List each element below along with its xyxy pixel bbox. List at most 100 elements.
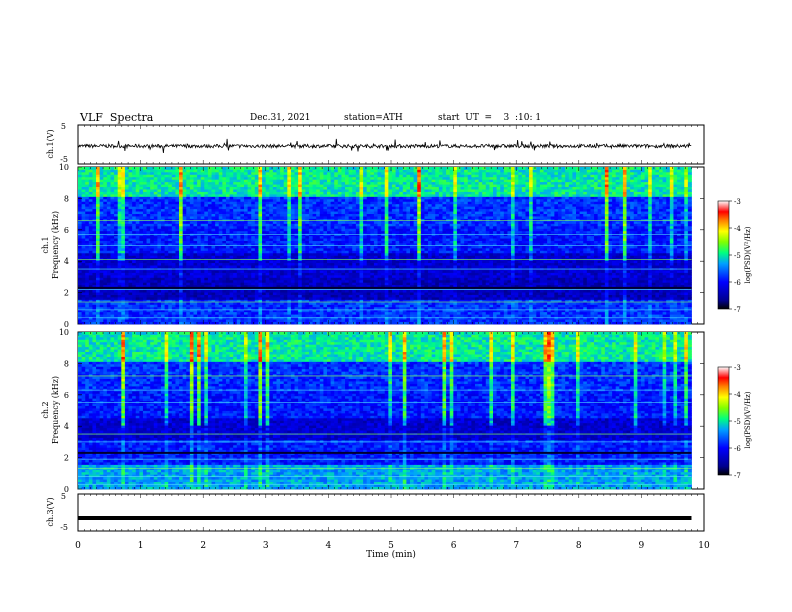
spectrogram-cell: [687, 270, 692, 273]
spectrogram-cell: [529, 304, 534, 308]
spectrogram-cell: [456, 294, 461, 298]
spectrogram-cell: [619, 289, 624, 293]
spectrogram-cell: [269, 321, 274, 325]
spectrogram-cell: [327, 297, 332, 300]
spectrogram-cell: [316, 309, 321, 313]
spectrogram-cell: [604, 277, 609, 281]
spectrogram-cell: [651, 309, 656, 313]
spectrogram-cell: [370, 270, 375, 273]
spectrogram-cell: [576, 255, 581, 259]
spectrogram-cell: [626, 304, 631, 308]
spectrogram-cell: [186, 294, 191, 298]
spectrogram-cell: [157, 311, 162, 315]
spectrogram-cell: [395, 289, 400, 293]
spectrogram-cell: [428, 282, 433, 286]
spectrogram-cell: [308, 274, 313, 278]
spectrogram-cell: [417, 309, 422, 313]
spectrogram-cell: [110, 304, 115, 308]
spectrogram-cell: [222, 284, 227, 288]
spectrogram-cell: [550, 252, 555, 256]
spectrogram-cell: [157, 250, 162, 254]
spectrogram-cell: [78, 272, 83, 276]
spectrogram-cell: [579, 321, 584, 325]
spectrogram-cell: [204, 257, 209, 261]
spectrogram-cell: [254, 299, 259, 303]
spectrogram-cell: [265, 304, 270, 308]
spectrogram-cell: [489, 299, 494, 303]
spectrogram-cell: [222, 301, 227, 305]
spectrogram-cell: [557, 314, 562, 318]
spectrogram-cell: [594, 301, 599, 305]
spectrogram-cell: [96, 270, 101, 273]
spectrogram-cell: [619, 311, 624, 315]
spectrogram-cell: [262, 250, 267, 254]
spectrogram-cell: [88, 319, 93, 322]
spectrogram-cell: [164, 299, 169, 303]
spectrogram-cell: [630, 321, 635, 325]
spectrogram-cell: [572, 252, 577, 256]
spectrogram-cell: [659, 265, 664, 268]
spectrogram-cell: [525, 260, 530, 264]
spectrogram-cell: [529, 309, 534, 313]
spectrogram-cell: [579, 257, 584, 261]
spectrogram-cell: [117, 262, 122, 266]
spectrogram-cell: [225, 255, 230, 259]
spectrogram-cell: [236, 311, 241, 315]
spectrogram-cell: [554, 279, 559, 283]
spectrogram-cell: [666, 301, 671, 305]
spectrogram-cell: [316, 260, 321, 264]
spectrogram-cell: [305, 252, 310, 256]
spectrogram-cell: [608, 306, 613, 310]
spectrogram-cell: [399, 321, 404, 325]
spectrogram-cell: [240, 257, 245, 261]
spectrogram-cell: [308, 270, 313, 273]
spectrogram-cell: [233, 292, 238, 295]
spectrogram-cell: [269, 265, 274, 268]
spectrogram-cell: [132, 272, 137, 276]
spectrogram-cell: [659, 282, 664, 286]
spectrogram-cell: [269, 282, 274, 286]
spectrogram-cell: [608, 299, 613, 303]
spectrogram-cell: [265, 265, 270, 268]
spectrogram-cell: [139, 250, 144, 254]
spectrogram-cell: [96, 299, 101, 303]
spectrogram-cell: [341, 262, 346, 266]
spectrogram-cell: [81, 299, 86, 303]
spectrogram-cell: [471, 294, 476, 298]
spectrogram-cell: [485, 294, 490, 298]
spectrogram-cell: [565, 282, 570, 286]
spectrogram-cell: [182, 265, 187, 268]
spectrogram-cell: [395, 274, 400, 278]
spectrogram-cell: [330, 289, 335, 293]
spectrogram-cell: [132, 297, 137, 300]
spectrogram-cell: [121, 309, 126, 313]
spectrogram-cell: [106, 309, 111, 313]
spectrogram-cell: [604, 284, 609, 288]
spectrogram-cell: [633, 304, 638, 308]
spectrogram-cell: [391, 272, 396, 276]
spectrogram-cell: [377, 301, 382, 305]
spectrogram-cell: [428, 252, 433, 256]
spectrogram-cell: [153, 311, 158, 315]
spectrogram-cell: [150, 255, 155, 259]
spectrogram-cell: [99, 306, 104, 310]
spectrogram-cell: [355, 311, 360, 315]
spectrogram-cell: [114, 301, 119, 305]
spectrogram-cell: [673, 301, 678, 305]
spectrogram-cell: [233, 294, 238, 298]
spectrogram-cell: [474, 277, 479, 281]
spectrogram-cell: [456, 289, 461, 293]
spectrogram-cell: [579, 270, 584, 273]
spectrogram-cell: [348, 321, 353, 325]
spectrogram-cell: [424, 321, 429, 325]
spectrogram-cell: [428, 299, 433, 303]
spectrogram-cell: [211, 277, 216, 281]
spectrogram-cell: [337, 270, 342, 273]
spectrogram-cell: [92, 277, 97, 281]
spectrogram-cell: [518, 260, 523, 264]
spectrogram-cell: [312, 299, 317, 303]
spectrogram-cell: [669, 301, 674, 305]
spectrogram-cell: [514, 265, 519, 268]
spectrogram-cell: [200, 306, 205, 310]
spectrogram-cell: [615, 262, 620, 266]
